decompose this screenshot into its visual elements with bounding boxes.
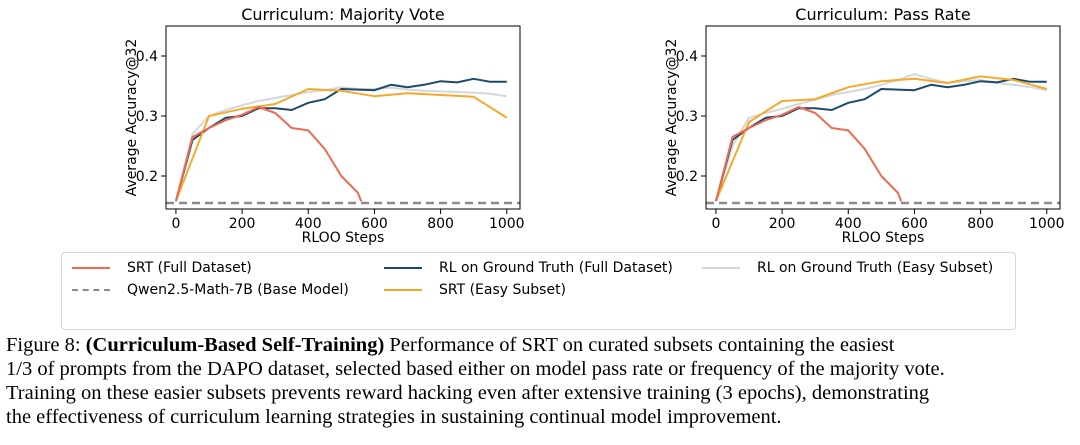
chart-title: Curriculum: Majority Vote	[241, 5, 445, 24]
caption-line-4: the effectiveness of curriculum learning…	[6, 406, 782, 428]
y-axis-label: Average Accuracy@32	[124, 39, 140, 197]
legend-label-base-model: Qwen2.5-Math-7B (Base Model)	[127, 282, 349, 298]
x-tick-label: 600	[361, 216, 388, 232]
x-tick-label: 1000	[489, 216, 525, 232]
y-tick-label: 0.2	[136, 169, 158, 185]
plot-area	[166, 77, 520, 205]
legend-swatch-rl-full	[384, 267, 422, 269]
x-axis-label: RLOO Steps	[302, 230, 385, 246]
legend-swatch-srt-easy	[384, 289, 422, 291]
y-tick-label: 0.3	[136, 109, 158, 125]
chart-title: Curriculum: Pass Rate	[795, 5, 970, 24]
y-tick-label: 0.4	[136, 49, 158, 65]
legend-swatch-rl-easy	[702, 267, 740, 269]
legend-label-rl-full: RL on Ground Truth (Full Dataset)	[439, 260, 673, 276]
x-tick-label: 400	[835, 216, 862, 232]
series-line-srt-full	[174, 106, 363, 202]
x-tick-label: 200	[229, 216, 256, 232]
figure-caption: Figure 8: (Curriculum-Based Self-Trainin…	[6, 333, 1076, 429]
caption-bold-title: (Curriculum-Based Self-Training)	[85, 334, 385, 356]
x-tick-label: 200	[769, 216, 796, 232]
x-tick-label: 400	[295, 216, 322, 232]
plot-area	[706, 73, 1060, 205]
legend-label-srt-full: SRT (Full Dataset)	[127, 260, 252, 276]
caption-line-2: 1/3 of prompts from the DAPO dataset, se…	[6, 358, 945, 380]
y-tick-label: 0.4	[676, 49, 698, 65]
series-line-rl-easy	[714, 73, 1047, 202]
series-line-rl-easy	[174, 86, 507, 202]
x-tick-label: 0	[171, 216, 180, 232]
caption-line-1-rest: Performance of SRT on curated subsets co…	[384, 334, 895, 356]
chart-pass-rate: 0 200 400 600 800 1000 0.2 0.3 0.4 Curriculum: Pa…	[664, 5, 1065, 246]
caption-prefix: Figure 8:	[6, 334, 86, 356]
caption-line-3: Training on these easier subsets prevent…	[6, 382, 930, 404]
legend: SRT (Full Dataset) Qwen2.5-Math-7B (Base…	[61, 252, 1016, 330]
y-tick-label: 0.3	[676, 109, 698, 125]
legend-label-srt-easy: SRT (Easy Subset)	[439, 282, 567, 298]
series-line-srt-full	[714, 106, 903, 202]
legend-label-rl-easy: RL on Ground Truth (Easy Subset)	[757, 260, 994, 276]
axes-frame	[705, 25, 1061, 210]
x-tick-label: 0	[711, 216, 720, 232]
legend-swatch-base-model	[72, 289, 110, 291]
legend-swatch-srt-full	[72, 267, 110, 269]
series-line-srt-easy	[714, 75, 1048, 202]
y-tick-label: 0.2	[676, 169, 698, 185]
x-tick-label: 1000	[1029, 216, 1065, 232]
chart-majority-vote: 0 200 400 600 800 1000 0.2 0.3 0.4 Curriculum: Ma…	[124, 5, 525, 246]
series-line-srt-easy	[174, 88, 508, 202]
series-line-rl-full	[714, 77, 1047, 202]
x-tick-label: 600	[901, 216, 928, 232]
y-axis-label: Average Accuracy@32	[664, 39, 680, 197]
x-tick-label: 800	[967, 216, 994, 232]
x-tick-label: 800	[427, 216, 454, 232]
series-line-rl-full	[174, 77, 507, 202]
axes-frame	[165, 25, 521, 210]
caption-line-1: Figure 8: (Curriculum-Based Self-Trainin…	[6, 333, 1076, 357]
x-axis-label: RLOO Steps	[842, 230, 925, 246]
